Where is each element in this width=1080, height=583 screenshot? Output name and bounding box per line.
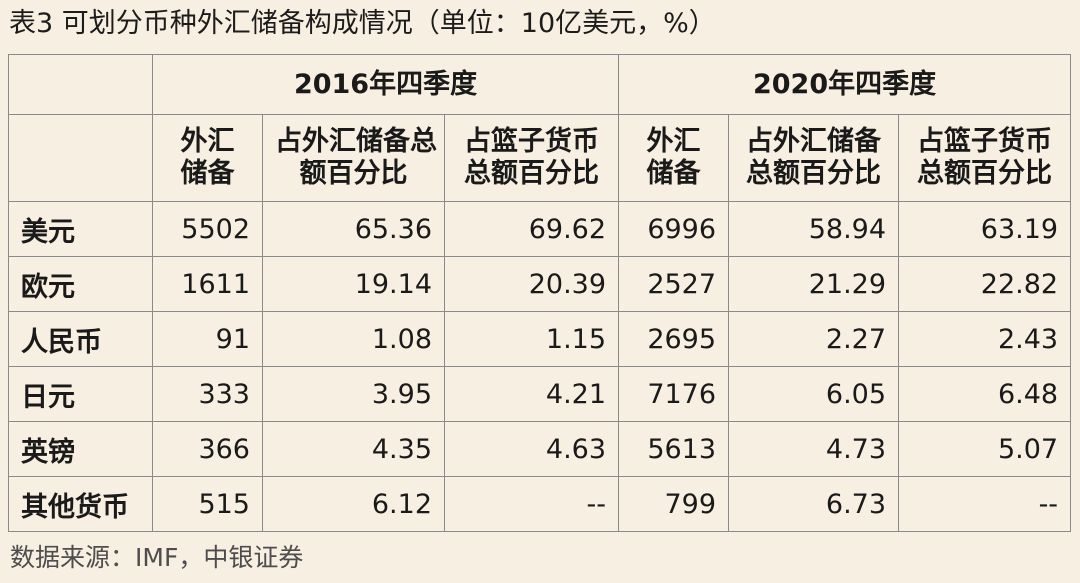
table-row: 其他货币 515 6.12 -- 799 6.73 -- xyxy=(8,476,1072,532)
header-line: 占篮子货币 xyxy=(917,126,1053,157)
share-basket-2016-cell: 4.21 xyxy=(443,366,620,422)
share-basket-2016-cell: 4.63 xyxy=(443,421,620,477)
header-line: 储备 xyxy=(646,158,701,189)
share-total-2016-cell: 65.36 xyxy=(262,201,445,257)
reserves-2020-cell: 2695 xyxy=(618,311,730,367)
share-basket-2016-cell: 69.62 xyxy=(443,201,620,257)
share-basket-2020-cell: 2.43 xyxy=(898,311,1072,367)
share-basket-2020-cell: 22.82 xyxy=(898,256,1072,312)
share-basket-2020-cell: -- xyxy=(898,476,1072,532)
currency-label: 美元 xyxy=(8,201,153,257)
header-line: 额百分比 xyxy=(299,158,408,189)
reserves-2016-cell: 333 xyxy=(152,366,263,422)
share-total-2020-cell: 58.94 xyxy=(728,201,900,257)
share-total-2020-cell: 6.05 xyxy=(728,366,900,422)
reserves-2016-cell: 515 xyxy=(152,476,263,532)
share-total-2016-cell: 1.08 xyxy=(262,311,445,367)
period-2020-header: 2020年四季度 xyxy=(618,54,1072,115)
corner-cell xyxy=(8,54,153,115)
share-total-2020-cell: 21.29 xyxy=(728,256,900,312)
table-row: 日元 333 3.95 4.21 7176 6.05 6.48 xyxy=(8,366,1072,422)
share-basket-2016-cell: 20.39 xyxy=(443,256,620,312)
header-line: 外汇 xyxy=(646,126,701,157)
header-line: 总额百分比 xyxy=(464,158,600,189)
corner-cell-2 xyxy=(8,114,153,202)
reserves-2016-cell: 366 xyxy=(152,421,263,477)
header-line: 占外汇储备总 xyxy=(275,126,437,157)
reserves-2020-header: 外汇 储备 xyxy=(618,114,730,202)
column-header-row: 外汇 储备 占外汇储备总 额百分比 占篮子货币 总额百分比 外汇 储备 占外汇储… xyxy=(8,114,1072,202)
currency-label: 欧元 xyxy=(8,256,153,312)
currency-label: 其他货币 xyxy=(8,476,153,532)
reserves-table: 2016年四季度 2020年四季度 外汇 储备 占外汇储备总 额百分比 占篮子货… xyxy=(8,54,1072,532)
share-basket-2020-cell: 63.19 xyxy=(898,201,1072,257)
table-title: 表3 可划分币种外汇储备构成情况（单位：10亿美元，%） xyxy=(9,8,716,39)
table-row: 欧元 1611 19.14 20.39 2527 21.29 22.82 xyxy=(8,256,1072,312)
reserves-2020-cell: 5613 xyxy=(618,421,730,477)
reserves-2020-cell: 7176 xyxy=(618,366,730,422)
header-line: 储备 xyxy=(180,158,235,189)
share-basket-2016-cell: 1.15 xyxy=(443,311,620,367)
share-basket-2020-header: 占篮子货币 总额百分比 xyxy=(898,114,1072,202)
table-row: 美元 5502 65.36 69.62 6996 58.94 63.19 xyxy=(8,201,1072,257)
data-source-note: 数据来源：IMF，中银证券 xyxy=(10,543,304,572)
header-line: 总额百分比 xyxy=(746,158,882,189)
currency-label: 人民币 xyxy=(8,311,153,367)
reserves-2020-cell: 2527 xyxy=(618,256,730,312)
share-total-2016-cell: 19.14 xyxy=(262,256,445,312)
share-total-2016-header: 占外汇储备总 额百分比 xyxy=(262,114,445,202)
currency-label: 日元 xyxy=(8,366,153,422)
share-basket-2020-cell: 5.07 xyxy=(898,421,1072,477)
reserves-2020-cell: 799 xyxy=(618,476,730,532)
header-line: 占篮子货币 xyxy=(464,126,600,157)
period-header-row: 2016年四季度 2020年四季度 xyxy=(8,54,1072,115)
reserves-2016-cell: 1611 xyxy=(152,256,263,312)
header-line: 总额百分比 xyxy=(917,158,1053,189)
reserves-2016-header: 外汇 储备 xyxy=(152,114,263,202)
share-total-2020-cell: 4.73 xyxy=(728,421,900,477)
share-basket-2016-header: 占篮子货币 总额百分比 xyxy=(443,114,620,202)
share-total-2016-cell: 6.12 xyxy=(262,476,445,532)
header-line: 占外汇储备 xyxy=(746,126,882,157)
share-basket-2016-cell: -- xyxy=(443,476,620,532)
share-total-2016-cell: 4.35 xyxy=(262,421,445,477)
share-total-2020-cell: 6.73 xyxy=(728,476,900,532)
period-2016-header: 2016年四季度 xyxy=(151,54,620,115)
reserves-2016-cell: 91 xyxy=(152,311,263,367)
share-total-2020-header: 占外汇储备 总额百分比 xyxy=(728,114,900,202)
header-line: 外汇 xyxy=(180,126,235,157)
currency-label: 英镑 xyxy=(8,421,153,477)
table-row: 人民币 91 1.08 1.15 2695 2.27 2.43 xyxy=(8,311,1072,367)
share-basket-2020-cell: 6.48 xyxy=(898,366,1072,422)
share-total-2016-cell: 3.95 xyxy=(262,366,445,422)
share-total-2020-cell: 2.27 xyxy=(728,311,900,367)
reserves-2016-cell: 5502 xyxy=(152,201,263,257)
table-row: 英镑 366 4.35 4.63 5613 4.73 5.07 xyxy=(8,421,1072,477)
reserves-2020-cell: 6996 xyxy=(618,201,730,257)
